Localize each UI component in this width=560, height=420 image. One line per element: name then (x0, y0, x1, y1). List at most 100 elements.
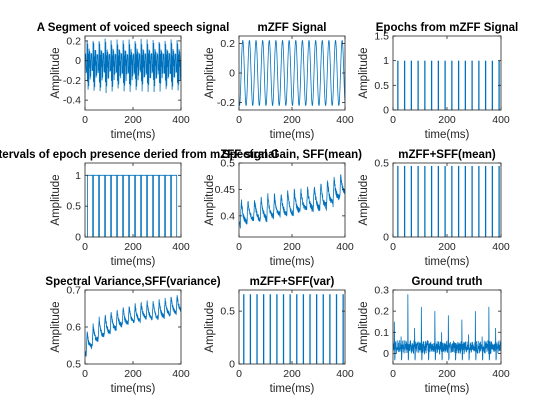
y-tick-label: 0 (383, 348, 389, 360)
subplot-title: Spectral Gain, SFF(mean) (222, 149, 362, 161)
x-tick-label: 0 (82, 114, 88, 126)
x-tick-label: 200 (283, 114, 301, 126)
y-tick-label: 0.5 (374, 158, 389, 170)
subplot-voiced-speech: 0 200 400 -0.4 -0.2 0 0.2A Segment of voiced s… (37, 22, 230, 141)
y-tick-label: 0.2 (374, 306, 389, 318)
plot-area (393, 294, 501, 361)
y-axis-label: Amplitude (358, 47, 370, 98)
x-axis-label: time(ms) (425, 256, 470, 268)
y-tick-label: 0 (75, 55, 81, 67)
x-tick-label: 0 (390, 114, 396, 126)
y-tick-label: 1.5 (374, 31, 389, 43)
y-tick-label: 1 (383, 55, 389, 67)
x-axis-label: time(ms) (111, 129, 156, 141)
x-tick-label: 200 (283, 241, 301, 253)
x-tick-label: 200 (124, 241, 142, 253)
x-tick-label: 400 (172, 114, 190, 126)
x-axis-label: time(ms) (270, 383, 315, 395)
plot-area (239, 174, 345, 229)
y-axis-label: Amplitude (50, 47, 62, 98)
x-tick-label: 0 (236, 241, 242, 253)
plot-area (239, 40, 345, 106)
x-tick-label: 200 (124, 368, 142, 380)
plot-area (85, 174, 181, 237)
plot-area (243, 294, 344, 364)
y-tick-label: 0 (229, 359, 235, 371)
x-tick-label: 0 (236, 368, 242, 380)
x-axis-label: time(ms) (111, 256, 156, 268)
axes-box (238, 289, 346, 365)
x-axis-label: time(ms) (425, 383, 470, 395)
subplot-ground-truth: 0 200 400 0 0.1 0.2 0.3 Ground truth time(ms) Amp… (358, 276, 510, 395)
axes-box (392, 162, 502, 238)
y-axis-label: Amplitude (50, 174, 62, 225)
y-tick-label: 0.2 (220, 38, 235, 50)
plot-area (397, 60, 500, 110)
x-tick-label: 400 (336, 114, 354, 126)
y-axis-label: Amplitude (50, 301, 62, 352)
x-tick-label: 400 (492, 114, 510, 126)
y-tick-label: 0.6 (66, 322, 81, 334)
y-tick-label: 0 (383, 105, 389, 117)
y-tick-label: 0.7 (66, 285, 81, 297)
subplot-title: Intervals of epoch presence deried from … (0, 149, 278, 161)
series-line (239, 40, 345, 106)
x-tick-label: 400 (336, 368, 354, 380)
x-axis-label: time(ms) (270, 129, 315, 141)
y-tick-label: -0.4 (63, 95, 81, 107)
y-tick-label: 0.5 (220, 306, 235, 318)
y-tick-label: 0.2 (66, 35, 81, 47)
subplot-title: mZFF Signal (258, 22, 327, 34)
x-tick-label: 200 (124, 114, 142, 126)
x-tick-label: 400 (492, 241, 510, 253)
series-line (85, 38, 181, 94)
axes-box (84, 289, 182, 365)
y-axis-label: Amplitude (204, 47, 216, 98)
y-tick-label: 0 (229, 68, 235, 80)
x-tick-label: 400 (172, 368, 190, 380)
x-axis-label: time(ms) (270, 256, 315, 268)
y-tick-label: -0.2 (217, 97, 235, 109)
subplot-mzff-sff-mean: 0 200 400 0 0.5 mZFF+SFF(mean) time(ms) Amplitu… (358, 149, 510, 268)
series-line (85, 295, 181, 357)
x-tick-label: 0 (236, 114, 242, 126)
plot-area (397, 165, 500, 237)
x-tick-label: 400 (492, 368, 510, 380)
y-axis-label: Amplitude (358, 174, 370, 225)
subplot-title: mZFF+SFF(mean) (398, 149, 496, 161)
x-tick-label: 200 (438, 241, 456, 253)
y-tick-label: 0.45 (215, 184, 236, 196)
x-tick-label: 400 (172, 241, 190, 253)
axes-box (238, 162, 346, 238)
y-tick-label: -0.2 (63, 75, 81, 87)
x-axis-label: time(ms) (425, 129, 470, 141)
series-line (85, 174, 181, 237)
series-line (239, 174, 345, 229)
subplot-epoch-intervals: 0 200 400 0 0.5 1 Intervals of epoch presence … (0, 149, 278, 268)
subplot-title: Spectral Variance,SFF(variance) (45, 276, 220, 288)
y-axis-label: Amplitude (204, 174, 216, 225)
y-tick-label: 1 (75, 170, 81, 182)
y-tick-label: 0.4 (220, 210, 235, 222)
y-tick-label: 0 (383, 232, 389, 244)
subplot-title: mZFF+SFF(var) (250, 276, 335, 288)
y-tick-label: 0.1 (374, 327, 389, 339)
y-tick-label: 0.5 (220, 158, 235, 170)
subplot-title: Ground truth (412, 276, 483, 288)
y-tick-label: 0.5 (66, 201, 81, 213)
y-axis-label: Amplitude (204, 301, 216, 352)
x-tick-label: 200 (438, 368, 456, 380)
plot-area (85, 38, 181, 94)
y-tick-label: 0.3 (374, 285, 389, 297)
plot-area (85, 295, 181, 357)
series-line (393, 294, 501, 361)
y-tick-label: 0.5 (374, 80, 389, 92)
y-tick-label: 0.5 (66, 359, 81, 371)
x-tick-label: 0 (390, 368, 396, 380)
subplot-title: A Segment of voiced speech signal (37, 22, 230, 34)
x-tick-label: 200 (283, 368, 301, 380)
